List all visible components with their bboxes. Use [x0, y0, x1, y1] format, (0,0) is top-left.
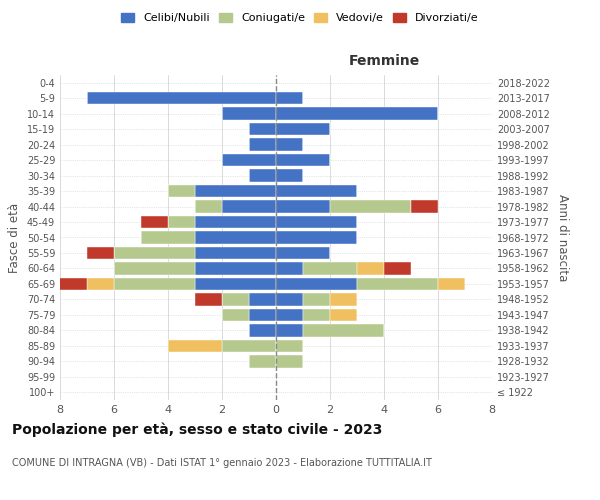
Y-axis label: Anni di nascita: Anni di nascita: [556, 194, 569, 281]
Bar: [141, 232, 195, 243]
Bar: [276, 138, 303, 151]
Bar: [276, 355, 303, 368]
Bar: [87, 247, 114, 259]
Bar: [195, 247, 276, 259]
Text: COMUNE DI INTRAGNA (VB) - Dati ISTAT 1° gennaio 2023 - Elaborazione TUTTITALIA.I: COMUNE DI INTRAGNA (VB) - Dati ISTAT 1° …: [12, 458, 432, 468]
Bar: [195, 200, 222, 212]
Bar: [222, 293, 249, 306]
Bar: [357, 278, 438, 290]
Bar: [33, 278, 87, 290]
Bar: [276, 232, 357, 243]
Bar: [195, 278, 276, 290]
Bar: [276, 278, 357, 290]
Bar: [249, 170, 276, 182]
Legend: Celibi/Nubili, Coniugati/e, Vedovi/e, Divorziati/e: Celibi/Nubili, Coniugati/e, Vedovi/e, Di…: [117, 8, 483, 28]
Bar: [222, 154, 276, 166]
Bar: [114, 278, 195, 290]
Bar: [249, 308, 276, 321]
Bar: [114, 247, 195, 259]
Bar: [276, 247, 330, 259]
Bar: [276, 262, 303, 274]
Bar: [276, 108, 438, 120]
Bar: [87, 92, 276, 104]
Bar: [276, 92, 303, 104]
Bar: [276, 200, 330, 212]
Bar: [276, 216, 357, 228]
Bar: [276, 340, 303, 352]
Bar: [168, 216, 195, 228]
Bar: [195, 293, 222, 306]
Bar: [276, 293, 303, 306]
Bar: [114, 262, 195, 274]
Bar: [276, 308, 303, 321]
Bar: [249, 293, 276, 306]
Bar: [438, 278, 465, 290]
Bar: [276, 154, 330, 166]
Bar: [168, 185, 195, 198]
Bar: [195, 216, 276, 228]
Bar: [330, 293, 357, 306]
Text: Femmine: Femmine: [349, 54, 419, 68]
Bar: [222, 108, 276, 120]
Bar: [276, 123, 330, 136]
Bar: [249, 355, 276, 368]
Bar: [411, 200, 438, 212]
Bar: [141, 216, 168, 228]
Bar: [384, 262, 411, 274]
Bar: [168, 340, 222, 352]
Y-axis label: Fasce di età: Fasce di età: [8, 202, 21, 272]
Bar: [330, 308, 357, 321]
Bar: [276, 170, 303, 182]
Bar: [195, 232, 276, 243]
Bar: [222, 340, 276, 352]
Bar: [303, 293, 330, 306]
Text: Popolazione per età, sesso e stato civile - 2023: Popolazione per età, sesso e stato civil…: [12, 422, 382, 437]
Bar: [222, 308, 249, 321]
Bar: [276, 185, 357, 198]
Bar: [303, 308, 330, 321]
Bar: [303, 262, 357, 274]
Bar: [87, 278, 114, 290]
Bar: [330, 200, 411, 212]
Bar: [249, 324, 276, 336]
Bar: [222, 200, 276, 212]
Bar: [195, 262, 276, 274]
Bar: [276, 324, 303, 336]
Bar: [249, 138, 276, 151]
Bar: [195, 185, 276, 198]
Bar: [357, 262, 384, 274]
Bar: [303, 324, 384, 336]
Bar: [249, 123, 276, 136]
